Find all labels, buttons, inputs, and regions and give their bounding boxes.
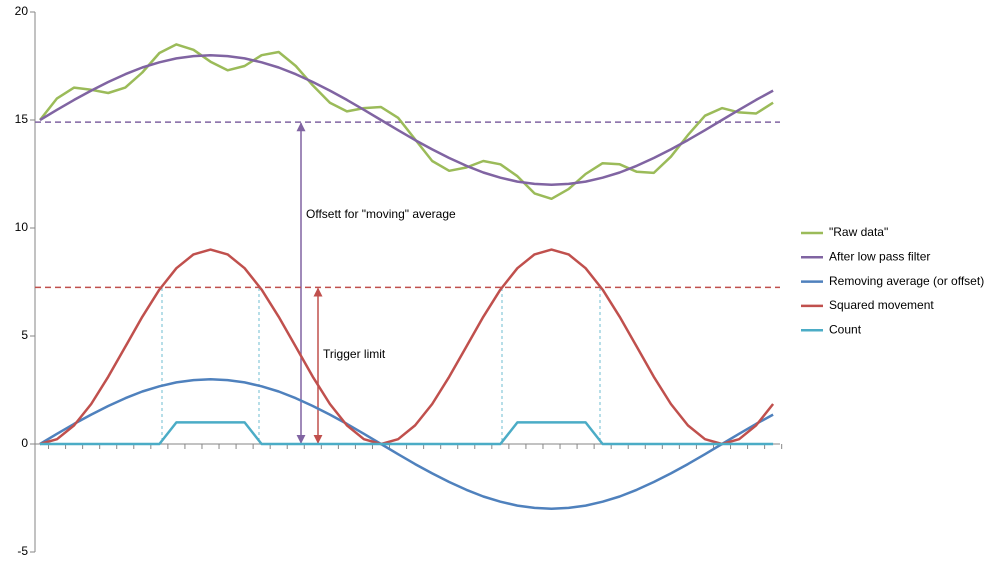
series-line (40, 421, 774, 446)
y-tick-label: 15 (15, 112, 29, 126)
legend-label: Removing average (or offset) (829, 274, 984, 288)
y-tick-label: -5 (17, 544, 28, 558)
series-line (39, 248, 775, 446)
legend-label: Squared movement (829, 298, 934, 312)
y-tick-label: 5 (21, 328, 28, 342)
y-tick-label: 20 (15, 4, 29, 18)
annotation-text: Trigger limit (323, 347, 386, 361)
series-line (39, 43, 774, 201)
series-line (39, 377, 774, 511)
y-tick-label: 10 (15, 220, 29, 234)
legend-label: Count (829, 322, 862, 336)
series-line (39, 53, 774, 187)
legend-label: "Raw data" (829, 225, 888, 239)
trigger-crossings (161, 288, 601, 444)
legend-label: After low pass filter (829, 249, 930, 263)
annotation-text: Offsett for "moving" average (306, 207, 456, 221)
y-tick-label: 0 (21, 436, 28, 450)
